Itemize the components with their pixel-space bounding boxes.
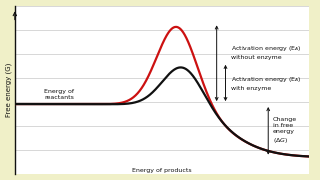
Text: Activation energy (E$_A$)
with enzyme: Activation energy (E$_A$) with enzyme bbox=[231, 75, 302, 91]
Text: Energy of
reactants: Energy of reactants bbox=[44, 89, 74, 100]
Text: Change
in free
energy
($\Delta G$): Change in free energy ($\Delta G$) bbox=[273, 117, 297, 145]
Text: Energy of products: Energy of products bbox=[132, 168, 192, 173]
Y-axis label: Free energy (G): Free energy (G) bbox=[5, 63, 12, 117]
Text: Activation energy (E$_A$)
without enzyme: Activation energy (E$_A$) without enzyme bbox=[231, 44, 302, 60]
